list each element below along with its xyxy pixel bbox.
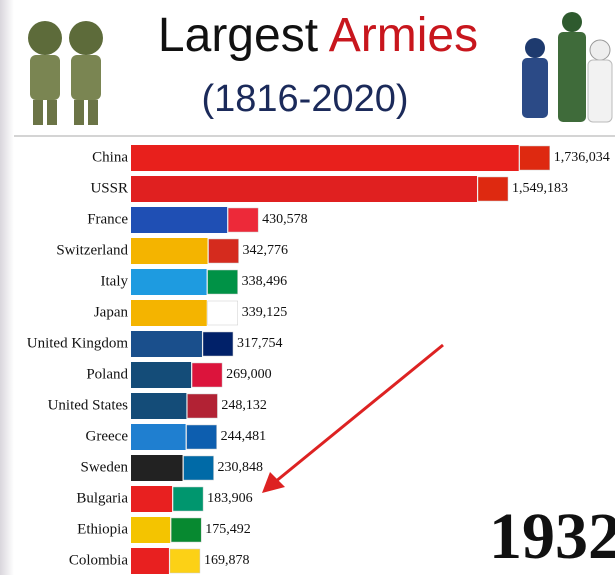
value-label: 342,776 [243,243,289,258]
value-label: 230,848 [218,460,264,475]
value-label: 338,496 [242,274,288,289]
value-label: 339,125 [242,305,288,320]
arrow [262,343,444,493]
category-label: Bulgaria [76,490,128,506]
bar [131,486,173,512]
soldiers-right [522,12,613,123]
category-label: Sweden [81,459,129,475]
bar [131,300,207,326]
flag [187,393,218,419]
flag [183,455,214,481]
chart-subtitle: (1816-2020) [201,78,408,120]
category-label: USSR [90,180,128,196]
category-label: Italy [101,273,129,289]
year-label: 1932 [489,500,615,573]
value-label: 1,736,034 [554,150,610,165]
flag [169,548,201,574]
value-label: 269,000 [226,367,272,382]
title-word: Largest [158,9,318,62]
bar [131,362,192,388]
value-label: 248,132 [221,398,266,413]
soldiers-left [28,21,103,125]
value-label: 1,549,183 [512,181,568,196]
bar [131,269,207,295]
bar [131,424,186,450]
flag [170,517,202,543]
bar [131,548,169,574]
category-label: Poland [86,366,128,382]
flag [207,269,238,295]
chart-title: Largest Armies [158,9,478,62]
flag [191,362,223,388]
category-label: Greece [86,428,129,444]
value-label: 244,481 [221,429,267,444]
category-label: France [87,211,128,227]
flag [477,176,509,202]
category-label: Switzerland [56,242,128,258]
flag [172,486,204,512]
bar [131,207,228,233]
category-label: China [92,149,128,165]
category-label: Colombia [69,552,129,568]
bar [131,176,477,202]
category-label: Japan [94,304,129,320]
bar [131,145,519,171]
bar [131,517,171,543]
value-label: 175,492 [205,522,251,537]
flag [227,207,259,233]
flag [202,331,234,357]
side-shade [0,0,14,575]
flag [208,238,239,264]
category-label: United States [48,397,129,413]
flag [207,300,238,326]
bar [131,455,183,481]
category-label: Ethiopia [77,521,128,537]
bar [131,238,208,264]
value-label: 183,906 [207,491,253,506]
flag [186,424,217,450]
bar [131,393,187,419]
bar [131,331,202,357]
value-label: 317,754 [237,336,283,351]
title-word: Armies [329,9,478,62]
value-label: 430,578 [262,212,308,227]
flag [519,145,550,171]
value-label: 169,878 [204,553,250,568]
category-label: United Kingdom [27,335,129,351]
